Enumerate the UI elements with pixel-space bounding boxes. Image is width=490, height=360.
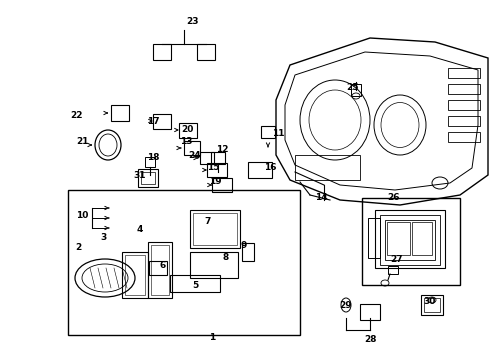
Bar <box>170 275 220 292</box>
Bar <box>111 105 129 121</box>
Bar <box>193 213 237 245</box>
Bar <box>261 126 275 138</box>
Bar <box>448 132 480 142</box>
Text: 4: 4 <box>137 225 143 234</box>
Bar <box>368 218 380 258</box>
Bar <box>375 210 445 268</box>
Text: 6: 6 <box>160 261 166 270</box>
Text: 9: 9 <box>241 240 247 249</box>
Text: 28: 28 <box>364 336 376 345</box>
Text: 15: 15 <box>207 163 219 172</box>
Text: 19: 19 <box>209 177 221 186</box>
Bar <box>138 169 158 187</box>
Text: 29: 29 <box>340 301 352 310</box>
Text: 25: 25 <box>346 84 358 93</box>
Text: 16: 16 <box>264 163 276 172</box>
Text: 13: 13 <box>180 138 192 147</box>
Bar <box>153 113 171 129</box>
Bar <box>380 215 440 265</box>
Bar <box>212 178 232 192</box>
Text: 2: 2 <box>75 243 81 252</box>
Bar <box>190 210 240 248</box>
Bar <box>360 304 380 320</box>
Text: 22: 22 <box>70 111 82 120</box>
Bar <box>141 172 155 184</box>
Bar <box>179 122 197 138</box>
Bar <box>125 255 145 295</box>
Bar <box>190 252 238 278</box>
Text: 18: 18 <box>147 153 159 162</box>
Bar <box>211 152 225 164</box>
Bar <box>153 44 171 60</box>
Bar <box>200 152 214 164</box>
Bar <box>424 298 440 312</box>
Bar <box>448 116 480 126</box>
Bar <box>149 261 167 275</box>
Bar <box>421 295 443 315</box>
Text: 8: 8 <box>223 253 229 262</box>
Text: 12: 12 <box>216 145 228 154</box>
Bar <box>295 155 360 180</box>
Bar <box>387 222 410 255</box>
Bar <box>242 243 254 261</box>
Text: 20: 20 <box>181 126 193 135</box>
Text: 3: 3 <box>100 234 106 243</box>
Bar <box>207 163 227 177</box>
Bar <box>362 198 460 285</box>
Text: 30: 30 <box>424 297 436 306</box>
Bar <box>412 222 432 255</box>
Bar <box>145 157 155 167</box>
Bar <box>151 245 169 295</box>
Text: 7: 7 <box>205 217 211 226</box>
Text: 27: 27 <box>391 255 403 264</box>
Bar <box>248 162 272 178</box>
Bar <box>197 44 215 60</box>
Bar <box>351 84 361 96</box>
Text: 31: 31 <box>134 171 146 180</box>
Text: 5: 5 <box>192 280 198 289</box>
Bar <box>448 100 480 110</box>
Text: 1: 1 <box>209 333 215 342</box>
Text: 24: 24 <box>189 150 201 159</box>
Bar <box>448 68 480 78</box>
Text: 14: 14 <box>315 194 327 202</box>
Text: 10: 10 <box>76 211 88 220</box>
Bar <box>385 220 435 260</box>
Bar <box>448 84 480 94</box>
Text: 11: 11 <box>272 129 284 138</box>
Text: 23: 23 <box>186 18 198 27</box>
Bar <box>388 266 398 274</box>
Bar <box>184 141 200 155</box>
Bar <box>122 252 148 298</box>
Bar <box>68 190 300 335</box>
Text: 26: 26 <box>387 194 399 202</box>
Bar <box>148 242 172 298</box>
Text: 17: 17 <box>147 117 159 126</box>
Text: 21: 21 <box>76 138 88 147</box>
